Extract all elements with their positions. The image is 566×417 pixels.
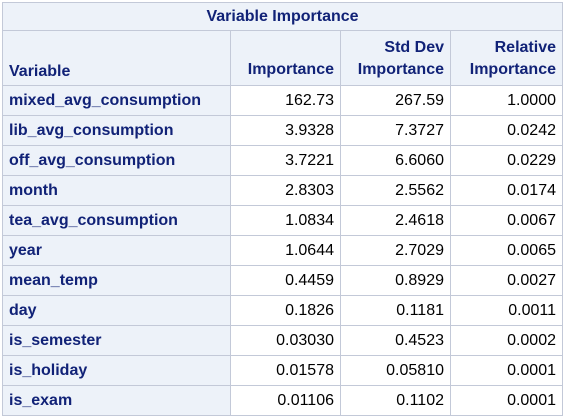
- relative-value: 1.0000: [450, 85, 563, 116]
- relative-value: 0.0001: [450, 355, 563, 386]
- header-importance: Importance: [230, 30, 341, 86]
- header-std-dev-line1: Std Dev: [384, 39, 444, 56]
- importance-value: 1.0834: [230, 205, 341, 236]
- importance-value: 0.1826: [230, 295, 341, 326]
- importance-value: 3.7221: [230, 145, 341, 176]
- std-dev-value: 0.05810: [340, 355, 451, 386]
- table-row: is_semester 0.03030 0.4523 0.0002: [2, 325, 563, 356]
- table-row: tea_avg_consumption 1.0834 2.4618 0.0067: [2, 205, 563, 236]
- relative-value: 0.0174: [450, 175, 563, 206]
- variable-name: day: [2, 295, 231, 326]
- std-dev-value: 2.7029: [340, 235, 451, 266]
- importance-value: 162.73: [230, 85, 341, 116]
- header-relative-line2: Importance: [469, 61, 556, 78]
- header-relative-importance: Relative Importance: [450, 30, 563, 86]
- importance-value: 0.03030: [230, 325, 341, 356]
- variable-name: mixed_avg_consumption: [2, 85, 231, 116]
- std-dev-value: 0.8929: [340, 265, 451, 296]
- variable-name: is_exam: [2, 385, 231, 416]
- std-dev-value: 267.59: [340, 85, 451, 116]
- relative-value: 0.0011: [450, 295, 563, 326]
- std-dev-value: 0.1181: [340, 295, 451, 326]
- variable-name: year: [2, 235, 231, 266]
- table-row: lib_avg_consumption 3.9328 7.3727 0.0242: [2, 115, 563, 146]
- relative-value: 0.0065: [450, 235, 563, 266]
- importance-value: 3.9328: [230, 115, 341, 146]
- std-dev-value: 6.6060: [340, 145, 451, 176]
- table-row: is_exam 0.01106 0.1102 0.0001: [2, 385, 563, 416]
- header-relative-line1: Relative: [494, 39, 556, 56]
- table-title: Variable Importance: [2, 2, 563, 31]
- std-dev-value: 7.3727: [340, 115, 451, 146]
- table-header-row: Variable Importance Std Dev Importance R…: [2, 30, 563, 86]
- header-std-dev-importance: Std Dev Importance: [340, 30, 451, 86]
- variable-name: off_avg_consumption: [2, 145, 231, 176]
- relative-value: 0.0067: [450, 205, 563, 236]
- relative-value: 0.0002: [450, 325, 563, 356]
- variable-name: mean_temp: [2, 265, 231, 296]
- variable-name: is_semester: [2, 325, 231, 356]
- table-title-row: Variable Importance: [2, 2, 563, 31]
- variable-name: is_holiday: [2, 355, 231, 386]
- table-body: mixed_avg_consumption 162.73 267.59 1.00…: [2, 85, 563, 416]
- std-dev-value: 0.1102: [340, 385, 451, 416]
- std-dev-value: 2.5562: [340, 175, 451, 206]
- importance-value: 0.01106: [230, 385, 341, 416]
- table-row: month 2.8303 2.5562 0.0174: [2, 175, 563, 206]
- table-row: day 0.1826 0.1181 0.0011: [2, 295, 563, 326]
- table-row: is_holiday 0.01578 0.05810 0.0001: [2, 355, 563, 386]
- table-row: mixed_avg_consumption 162.73 267.59 1.00…: [2, 85, 563, 116]
- header-std-dev-line2: Importance: [357, 61, 444, 78]
- variable-name: tea_avg_consumption: [2, 205, 231, 236]
- header-variable: Variable: [2, 30, 231, 86]
- table-row: mean_temp 0.4459 0.8929 0.0027: [2, 265, 563, 296]
- std-dev-value: 0.4523: [340, 325, 451, 356]
- variable-name: month: [2, 175, 231, 206]
- importance-value: 0.4459: [230, 265, 341, 296]
- table-row: year 1.0644 2.7029 0.0065: [2, 235, 563, 266]
- importance-value: 1.0644: [230, 235, 341, 266]
- relative-value: 0.0229: [450, 145, 563, 176]
- importance-value: 2.8303: [230, 175, 341, 206]
- relative-value: 0.0001: [450, 385, 563, 416]
- relative-value: 0.0242: [450, 115, 563, 146]
- relative-value: 0.0027: [450, 265, 563, 296]
- std-dev-value: 2.4618: [340, 205, 451, 236]
- variable-name: lib_avg_consumption: [2, 115, 231, 146]
- importance-value: 0.01578: [230, 355, 341, 386]
- table-row: off_avg_consumption 3.7221 6.6060 0.0229: [2, 145, 563, 176]
